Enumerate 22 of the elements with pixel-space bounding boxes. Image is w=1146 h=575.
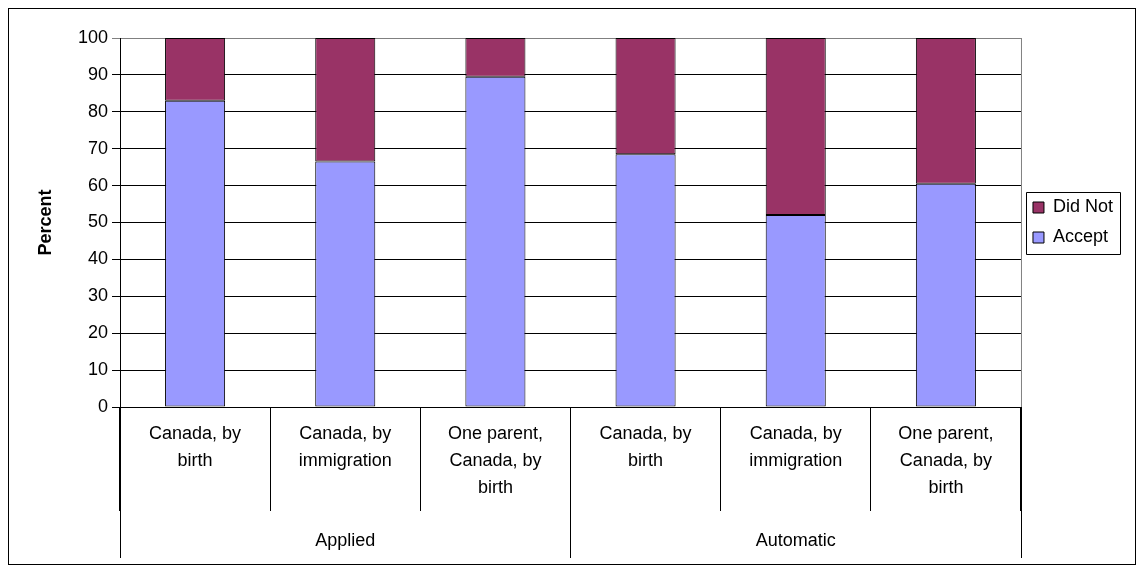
x-tick-label: One parent, Canada, by birth — [898, 423, 994, 498]
y-tick-label: 90 — [87, 63, 108, 84]
y-tick-label: 70 — [87, 137, 108, 158]
legend-label: Accept — [1052, 226, 1109, 247]
y-tick-label: 40 — [87, 248, 108, 269]
y-axis-title: Percent — [34, 189, 55, 256]
y-tick-label: 50 — [87, 211, 108, 232]
text: Applied — [315, 529, 376, 550]
y-tick-label: 20 — [87, 322, 108, 343]
y-tick-label: 100 — [77, 26, 108, 47]
x-tick-label: Canada, by birth — [149, 423, 242, 471]
legend-label: Did Not — [1052, 196, 1114, 217]
x-tick-label: One parent, Canada, by birth — [447, 423, 543, 498]
y-tick-label: 80 — [87, 100, 108, 121]
text: Automatic — [755, 529, 836, 550]
y-tick-label: 0 — [97, 395, 108, 416]
y-tick-label: 60 — [87, 174, 108, 195]
y-tick-label: 10 — [87, 359, 108, 380]
x-tick-label: Canada, by birth — [599, 423, 692, 471]
x-tick-label: Canada, by immigration — [298, 423, 392, 471]
x-tick-label: Canada, by immigration — [749, 423, 843, 471]
y-tick-label: 30 — [87, 285, 108, 306]
